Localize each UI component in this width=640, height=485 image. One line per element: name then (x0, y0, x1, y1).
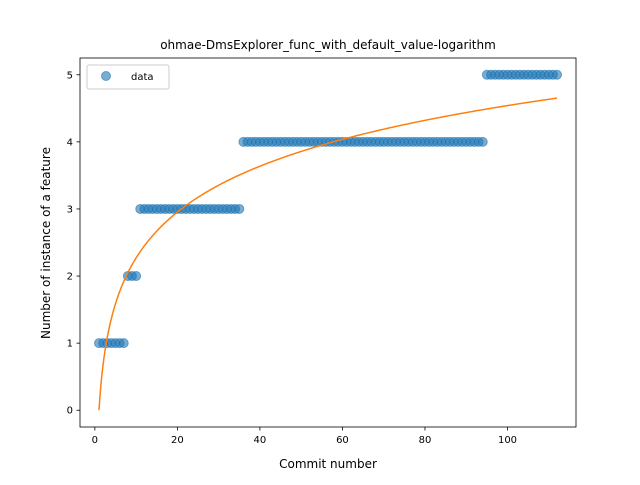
legend: data (86, 64, 170, 90)
plot-area-frame (79, 57, 577, 428)
x-tick-label: 20 (171, 435, 184, 446)
x-tick-label: 100 (498, 435, 517, 446)
chart-marks (93, 69, 563, 411)
y-axis-label: Number of instance of a feature (39, 147, 53, 339)
x-tick-label: 0 (92, 435, 98, 446)
x-tick-label: 80 (419, 435, 432, 446)
data-point (477, 136, 488, 147)
legend-marker-data (101, 71, 111, 81)
y-tick-label: 2 (67, 272, 73, 283)
chart-axes: 0 20 40 60 80 100 0 1 2 3 4 5 (67, 57, 577, 446)
legend-box (86, 64, 170, 90)
legend-label-data: data (131, 72, 154, 83)
chart-title: ohmae-DmsExplorer_func_with_default_valu… (160, 38, 496, 52)
data-point (131, 271, 142, 282)
y-tick-label: 5 (67, 70, 73, 81)
y-tick-label: 0 (67, 406, 73, 417)
data-point (234, 203, 245, 214)
data-point (552, 69, 563, 80)
x-axis-label: Commit number (279, 457, 377, 471)
x-tick-label: 60 (336, 435, 349, 446)
y-tick-label: 4 (67, 137, 73, 148)
y-tick-label: 3 (67, 204, 73, 215)
data-point (118, 338, 129, 349)
x-tick-label: 40 (254, 435, 267, 446)
fit-line (98, 97, 558, 411)
y-tick-label: 1 (67, 339, 73, 350)
